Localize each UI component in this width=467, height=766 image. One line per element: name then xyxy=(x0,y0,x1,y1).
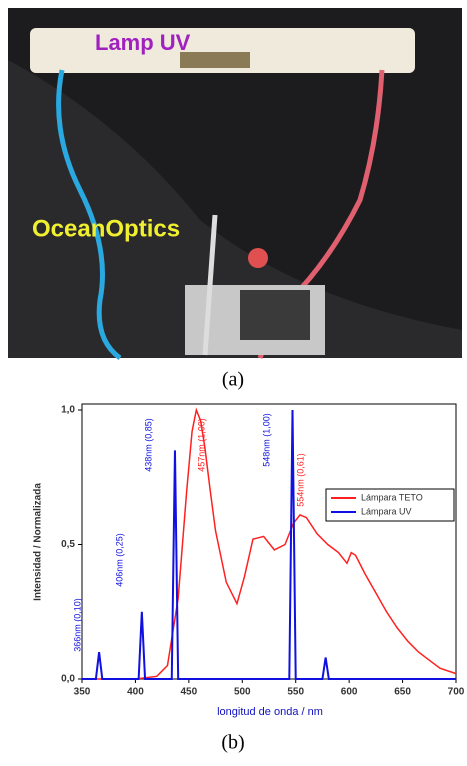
y-tick-label: 1,0 xyxy=(61,405,75,416)
caption: (b) xyxy=(221,732,244,754)
x-tick-label: 700 xyxy=(448,687,465,698)
annotation: 548nm (1,00) xyxy=(261,413,271,467)
x-axis-label: longitud de onda / nm xyxy=(217,706,323,718)
annotation: 406nm (0,25) xyxy=(114,533,124,587)
photo-label: Lamp UV xyxy=(95,30,191,55)
legend-label: Lámpara TETO xyxy=(361,492,423,502)
x-tick-label: 450 xyxy=(181,687,198,698)
x-tick-label: 350 xyxy=(74,687,91,698)
photo: Lamp UV OceanOptics xyxy=(8,8,462,358)
lamp-mount xyxy=(180,52,250,68)
x-tick-label: 600 xyxy=(341,687,358,698)
photo-label: OceanOptics xyxy=(32,215,180,242)
x-tick-label: 550 xyxy=(287,687,304,698)
figure: Lamp UV OceanOptics (a) (b) longitud de … xyxy=(0,0,467,761)
knob xyxy=(248,248,268,268)
spectrometer-front xyxy=(240,290,310,340)
x-tick-label: 500 xyxy=(234,687,251,698)
y-tick-label: 0,5 xyxy=(61,539,75,550)
annotation: 438nm (0,85) xyxy=(143,418,153,472)
annotation: 457nm (1,00) xyxy=(196,418,206,472)
legend-label: Lámpara UV xyxy=(361,506,412,516)
y-tick-label: 0,0 xyxy=(61,674,75,685)
x-tick-label: 650 xyxy=(394,687,411,698)
y-axis-label: Intensidad / Normalizada xyxy=(33,483,44,601)
x-tick-label: 400 xyxy=(127,687,144,698)
caption: (a) xyxy=(222,369,244,391)
annotation: 366nm (0,10) xyxy=(72,598,82,652)
annotation: 554nm (0,61) xyxy=(295,453,305,507)
